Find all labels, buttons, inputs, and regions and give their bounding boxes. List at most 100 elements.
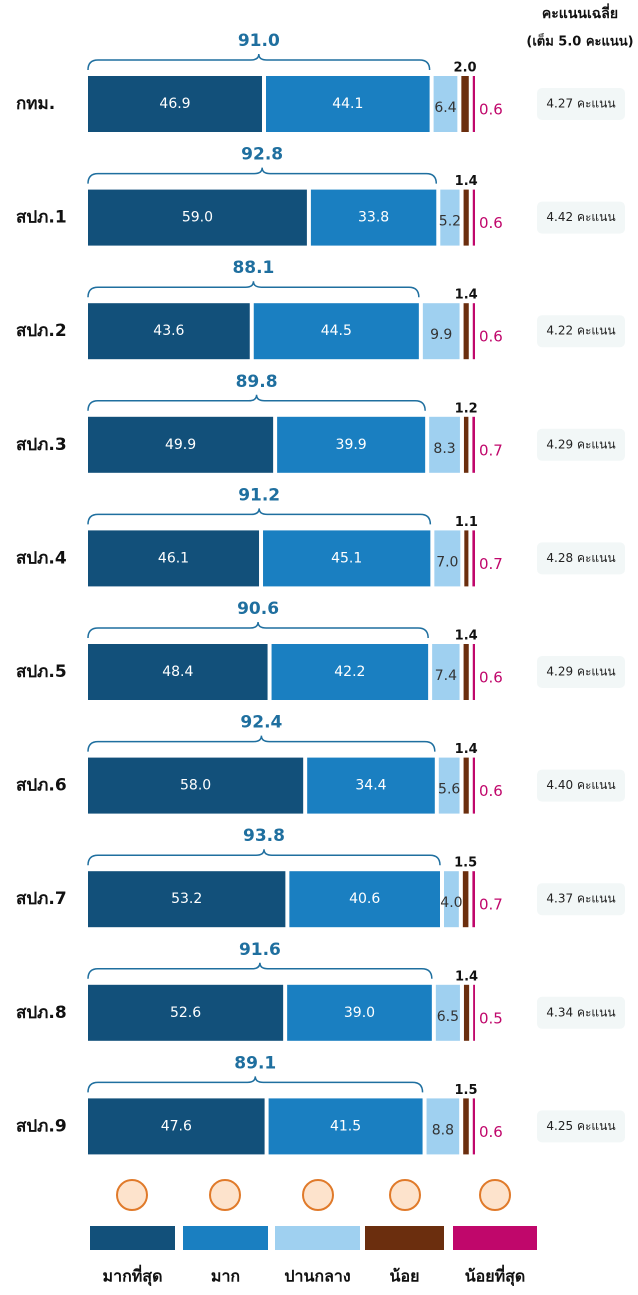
legend-swatch: [275, 1226, 360, 1250]
value-label: 45.1: [331, 550, 362, 566]
bar-segment: [473, 758, 475, 814]
category-label: สปภ.9: [16, 1116, 67, 1136]
value-label: 6.4: [434, 100, 456, 116]
bar-segment: [473, 76, 475, 132]
value-label: 4.0: [440, 895, 462, 911]
value-label: 1.4: [455, 288, 478, 303]
value-label: 40.6: [349, 891, 380, 907]
bar-segment: [472, 417, 475, 473]
value-label: 53.2: [171, 891, 202, 907]
average-label: 4.42 คะแนน: [546, 210, 615, 224]
total-label: 92.4: [240, 713, 282, 733]
average-label: 4.40 คะแนน: [546, 778, 615, 792]
value-label: 0.7: [479, 896, 503, 914]
total-label: 89.8: [236, 372, 278, 392]
value-label: 1.4: [455, 742, 478, 757]
value-label: 1.4: [455, 629, 478, 644]
average-label: 4.22 คะแนน: [546, 324, 615, 338]
average-label: 4.28 คะแนน: [546, 551, 615, 565]
bar-segment: [473, 1098, 475, 1154]
category-label: สปภ.5: [16, 662, 67, 682]
category-label: สปภ.1: [16, 208, 67, 228]
total-bracket: [88, 1076, 423, 1092]
bar-segment: [464, 417, 468, 473]
value-label: 52.6: [170, 1005, 201, 1021]
total-label: 91.0: [238, 31, 280, 51]
value-label: 44.5: [321, 323, 352, 339]
value-label: 6.5: [437, 1009, 459, 1025]
value-label: 1.1: [455, 515, 478, 530]
value-label: 8.3: [433, 441, 455, 457]
total-bracket: [88, 963, 432, 979]
value-label: 0.6: [479, 1123, 503, 1141]
total-bracket: [88, 622, 428, 638]
value-label: 46.1: [158, 550, 189, 566]
value-label: 7.4: [435, 668, 457, 684]
legend-swatch: [183, 1226, 268, 1250]
total-bracket: [88, 849, 440, 865]
bar-segment: [464, 985, 469, 1041]
value-label: 33.8: [358, 210, 389, 226]
legend-faces: [117, 1180, 510, 1210]
total-bracket: [88, 395, 425, 411]
average-label: 4.37 คะแนน: [546, 892, 615, 906]
bar-segment: [461, 76, 468, 132]
value-label: 59.0: [182, 210, 213, 226]
category-label: สปภ.4: [16, 548, 67, 568]
value-label: 47.6: [161, 1118, 192, 1134]
total-bracket: [88, 168, 436, 184]
value-label: 39.0: [344, 1005, 375, 1021]
value-label: 7.0: [436, 554, 458, 570]
value-label: 0.6: [479, 214, 503, 232]
value-label: 49.9: [165, 437, 196, 453]
average-label: 4.27 คะแนน: [546, 97, 615, 111]
annotation: คะแนนเฉลี่ย: [542, 3, 618, 22]
value-label: 0.6: [479, 782, 503, 800]
value-label: 46.9: [159, 96, 190, 112]
legend-swatch: [90, 1226, 175, 1250]
category-label: กทม.: [16, 94, 55, 114]
value-label: 1.2: [455, 401, 478, 416]
average-label: 4.25 คะแนน: [546, 1119, 615, 1133]
value-label: 5.2: [439, 214, 461, 230]
value-label: 0.6: [479, 328, 503, 346]
bar-segment: [473, 644, 475, 700]
bar-segment: [472, 530, 475, 586]
average-label: 4.29 คะแนน: [546, 665, 615, 679]
bar-segment: [472, 871, 475, 927]
category-label: สปภ.3: [16, 435, 67, 455]
value-label: 1.4: [455, 969, 478, 984]
legend-label: มากที่สุด: [103, 1265, 163, 1287]
value-label: 0.6: [479, 669, 503, 687]
total-label: 92.8: [241, 145, 283, 165]
value-label: 0.6: [479, 101, 503, 119]
value-label: 34.4: [355, 778, 386, 794]
category-label: สปภ.8: [16, 1003, 67, 1023]
bar-segment: [464, 758, 469, 814]
value-label: 41.5: [330, 1118, 361, 1134]
total-bracket: [88, 54, 430, 70]
bar-segment: [473, 190, 475, 246]
total-bracket: [88, 736, 435, 752]
value-label: 8.8: [432, 1122, 454, 1138]
average-label: 4.34 คะแนน: [546, 1005, 615, 1019]
total-label: 91.2: [238, 485, 280, 505]
value-label: 39.9: [336, 437, 367, 453]
total-label: 89.1: [234, 1053, 276, 1073]
value-label: 2.0: [454, 61, 477, 76]
value-label: 1.4: [455, 174, 478, 189]
average-label: 4.29 คะแนน: [546, 437, 615, 451]
value-label: 42.2: [334, 664, 365, 680]
value-label: 58.0: [180, 778, 211, 794]
total-label: 88.1: [232, 258, 274, 278]
value-label: 0.7: [479, 555, 503, 573]
total-bracket: [88, 281, 419, 297]
value-label: 1.5: [454, 1083, 477, 1098]
total-label: 93.8: [243, 826, 285, 846]
value-label: 0.7: [479, 441, 503, 459]
value-label: 5.6: [438, 782, 460, 798]
bar-segment: [464, 190, 469, 246]
category-label: สปภ.7: [16, 889, 67, 909]
chart: คะแนนเฉลี่ย (เต็ม 5.0 คะแนน) กทม.46.944.…: [0, 0, 638, 1291]
value-label: 1.5: [454, 856, 477, 871]
